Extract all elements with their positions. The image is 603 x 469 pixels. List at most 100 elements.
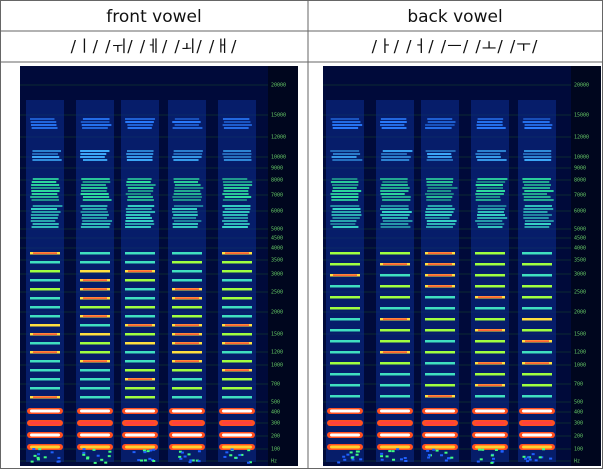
noise — [524, 457, 528, 460]
formant-core — [125, 433, 155, 437]
frequency-label: 9000 — [271, 166, 283, 172]
harmonic — [125, 360, 155, 363]
harmonic — [522, 329, 552, 332]
noise — [197, 460, 201, 463]
harmonic — [222, 261, 252, 264]
formant-core — [522, 421, 552, 425]
harmonic-core — [428, 252, 452, 254]
noise — [38, 448, 42, 451]
harmonic — [522, 296, 552, 299]
band — [126, 159, 153, 161]
harmonic — [172, 369, 202, 372]
harmonic — [222, 279, 252, 282]
noise — [178, 455, 182, 458]
noise — [195, 459, 199, 462]
harmonic-core — [478, 384, 502, 386]
band — [524, 205, 553, 207]
harmonic — [330, 263, 360, 266]
band — [380, 208, 409, 210]
band — [222, 153, 252, 155]
noise — [152, 460, 156, 463]
band — [222, 214, 248, 216]
noise — [149, 449, 153, 452]
frequency-label: 15000 — [574, 113, 589, 119]
noise — [104, 461, 108, 464]
band — [332, 190, 362, 192]
harmonic — [30, 279, 60, 282]
band — [380, 214, 410, 216]
band — [174, 190, 201, 192]
frequency-label: 200 — [574, 434, 583, 440]
band — [475, 193, 504, 195]
noise — [247, 449, 251, 452]
noise — [479, 458, 483, 461]
harmonic-core — [525, 362, 549, 364]
band — [172, 196, 202, 198]
band — [331, 196, 359, 198]
band — [425, 211, 454, 213]
noise — [396, 448, 400, 451]
band — [426, 178, 454, 180]
band — [31, 184, 60, 186]
band — [380, 205, 409, 207]
noise — [343, 458, 347, 461]
band — [380, 223, 409, 225]
harmonic-core — [128, 324, 152, 326]
harmonic — [330, 285, 360, 288]
frequency-label: 700 — [574, 382, 583, 388]
noise — [444, 451, 448, 454]
frequency-label: 4000 — [271, 246, 283, 252]
harmonic-core — [83, 315, 107, 317]
noise — [148, 457, 152, 460]
band — [127, 199, 154, 201]
noise — [500, 450, 504, 453]
band — [426, 199, 452, 201]
harmonic — [330, 362, 360, 365]
noise — [403, 456, 407, 459]
band — [80, 211, 108, 213]
band — [173, 193, 202, 195]
harmonic — [475, 318, 505, 321]
noise — [230, 448, 234, 451]
band — [126, 156, 153, 158]
band — [80, 193, 109, 195]
formant-core — [522, 409, 552, 413]
formant-core — [475, 421, 505, 425]
harmonic-core — [128, 378, 152, 380]
harmonic — [125, 369, 155, 372]
band — [522, 178, 551, 180]
band — [477, 118, 504, 120]
noise — [349, 451, 353, 454]
noise — [57, 456, 61, 459]
noise — [522, 455, 526, 458]
harmonic — [475, 395, 505, 398]
frequency-label: 400 — [574, 410, 583, 416]
band — [427, 118, 453, 120]
band — [475, 153, 501, 155]
harmonic — [425, 296, 455, 299]
band — [32, 223, 59, 225]
band — [475, 196, 501, 198]
harmonic — [125, 297, 155, 300]
frequency-label: 1200 — [574, 350, 586, 356]
harmonic — [475, 351, 505, 354]
band — [330, 193, 359, 195]
frequency-label: 4000 — [574, 246, 586, 252]
harmonic-core — [428, 274, 452, 276]
harmonic — [475, 373, 505, 376]
harmonic — [222, 297, 252, 300]
harmonic — [522, 274, 552, 277]
harmonic — [125, 306, 155, 309]
frequency-label: 20000 — [271, 83, 286, 89]
band — [82, 181, 111, 183]
frequency-label: 100 — [271, 447, 280, 453]
noise — [385, 455, 389, 458]
harmonic — [380, 373, 410, 376]
noise — [36, 456, 40, 459]
noise — [179, 457, 183, 460]
harmonic — [330, 351, 360, 354]
harmonic — [30, 378, 60, 381]
noise — [188, 461, 192, 464]
band — [223, 159, 252, 161]
harmonic-core — [83, 279, 107, 281]
